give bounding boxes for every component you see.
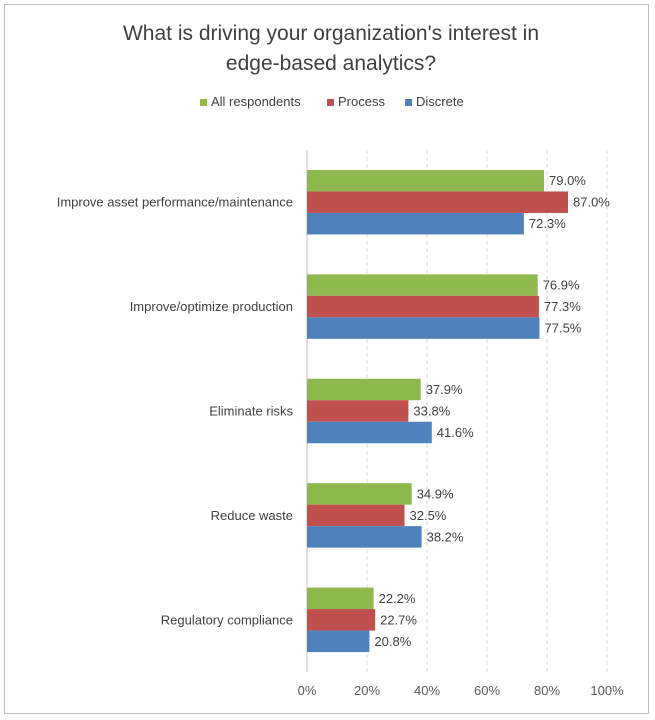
- x-tick-label-5: 100%: [590, 683, 624, 698]
- category-label-0: Improve asset performance/maintenance: [57, 195, 293, 210]
- bars: [307, 169, 568, 653]
- data-label-2-2: 41.6%: [437, 425, 474, 440]
- bar-4-1: [307, 609, 376, 631]
- legend-label-0: All respondents: [211, 94, 301, 109]
- data-label-0-0: 79.0%: [549, 173, 586, 188]
- legend: All respondents Process Discrete: [200, 94, 464, 109]
- bar-3-2: [307, 526, 422, 548]
- legend-swatch-0: [200, 99, 207, 106]
- category-label-3: Reduce waste: [211, 508, 293, 523]
- bar-0-0: [307, 169, 544, 192]
- data-label-3-1: 32.5%: [410, 508, 447, 523]
- legend-swatch-1: [327, 99, 334, 106]
- x-tick-label-4: 80%: [534, 683, 560, 698]
- legend-label-2: Discrete: [416, 94, 464, 109]
- legend-swatch-2: [405, 99, 412, 106]
- category-label-1: Improve/optimize production: [130, 299, 293, 314]
- data-label-4-0: 22.2%: [379, 591, 416, 606]
- gridlines: [306, 150, 608, 672]
- bar-2-1: [307, 400, 409, 422]
- x-tick-label-0: 0%: [298, 683, 317, 698]
- data-label-4-1: 22.7%: [380, 612, 417, 627]
- x-tick-label-3: 60%: [474, 683, 500, 698]
- bar-1-1: [307, 295, 539, 318]
- category-labels: Improve asset performance/maintenance Imp…: [57, 195, 294, 628]
- bar-3-0: [307, 483, 412, 505]
- bar-2-2: [307, 421, 432, 444]
- bar-3-1: [307, 504, 405, 527]
- data-label-2-1: 33.8%: [413, 404, 450, 419]
- data-label-0-1: 87.0%: [573, 195, 610, 210]
- bar-0-1: [307, 191, 568, 213]
- x-tick-labels: 0% 20% 40% 60% 80% 100%: [298, 683, 624, 698]
- data-label-1-2: 77.5%: [545, 321, 582, 336]
- x-tick-label-1: 20%: [354, 683, 380, 698]
- data-label-3-2: 38.2%: [427, 529, 464, 544]
- chart-title-line-2: edge-based analytics?: [226, 52, 436, 75]
- x-tick-label-2: 40%: [414, 683, 440, 698]
- category-label-4: Regulatory compliance: [161, 612, 293, 627]
- data-label-1-0: 76.9%: [543, 278, 580, 293]
- bar-4-0: [307, 587, 374, 610]
- data-label-0-2: 72.3%: [529, 216, 566, 231]
- bar-2-0: [307, 378, 421, 401]
- bar-1-0: [307, 274, 538, 296]
- chart-title-line-1: What is driving your organization's inte…: [123, 22, 539, 45]
- bar-1-2: [307, 317, 540, 339]
- data-label-3-0: 34.9%: [417, 486, 454, 501]
- bar-4-2: [307, 630, 370, 653]
- bar-0-2: [307, 212, 524, 235]
- legend-label-1: Process: [338, 94, 385, 109]
- data-label-2-0: 37.9%: [426, 382, 463, 397]
- data-labels: 79.0% 87.0% 72.3% 76.9% 77.3% 77.5% 37.9% 33.8%…: [374, 173, 610, 649]
- data-label-4-2: 20.8%: [374, 634, 411, 649]
- category-label-2: Eliminate risks: [209, 404, 293, 419]
- data-label-1-1: 77.3%: [544, 299, 581, 314]
